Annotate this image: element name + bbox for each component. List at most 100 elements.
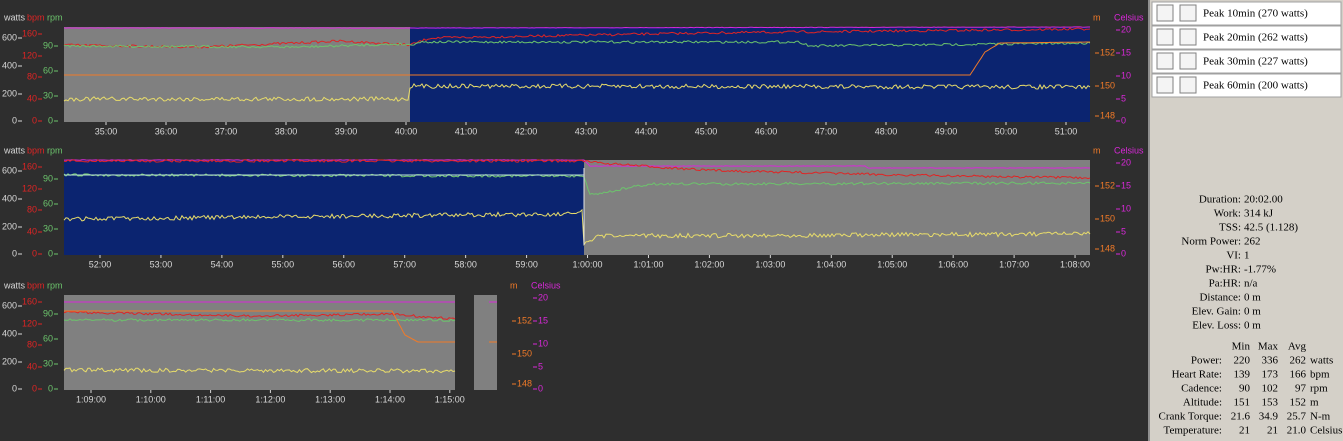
x-tick-label: 56:00: [332, 259, 355, 269]
x-tick-label: 1:14:00: [375, 394, 405, 404]
y-tick-label: 160: [22, 28, 37, 38]
x-tick-label: 1:07:00: [999, 259, 1029, 269]
x-tick-label: 50:00: [995, 126, 1018, 136]
table-header: Max: [1258, 341, 1279, 353]
x-tick-label: 40:00: [395, 126, 418, 136]
axis-title: m: [510, 280, 518, 290]
y-tick-label: 152: [517, 315, 532, 325]
cell: 90: [1239, 383, 1251, 395]
interval-row[interactable]: [1151, 49, 1342, 74]
row-label: Cadence:: [1181, 383, 1222, 395]
x-tick-label: 39:00: [335, 126, 358, 136]
trace: [63, 27, 1091, 49]
y-tick-label: 90: [43, 173, 53, 183]
checkbox[interactable]: [1179, 4, 1197, 22]
y-tick-label: 0: [12, 248, 17, 258]
summary-label: Duration:: [1199, 194, 1241, 206]
x-tick-label: 43:00: [575, 126, 598, 136]
y-tick-label: 30: [43, 90, 53, 100]
trace: [63, 367, 456, 374]
row-label: Crank Torque:: [1159, 411, 1223, 423]
y-tick-label: 150: [1100, 213, 1115, 223]
checkbox[interactable]: [1156, 76, 1174, 94]
x-tick-label: 42:00: [515, 126, 538, 136]
y-tick-label: 150: [517, 348, 532, 358]
x-tick-label: 1:04:00: [816, 259, 846, 269]
cell: m: [1310, 397, 1319, 409]
checkbox[interactable]: [1156, 4, 1174, 22]
checkbox[interactable]: [1179, 52, 1197, 70]
checkbox[interactable]: [1179, 28, 1197, 46]
y-tick-label: 0: [12, 383, 17, 393]
summary-label: Elev. Gain:: [1192, 306, 1241, 318]
y-tick-label: 400: [2, 328, 17, 338]
row-label: Heart Rate:: [1172, 369, 1222, 381]
axis-title: Celsius: [1114, 12, 1144, 22]
interval-name: Peak 60min (200 watts): [1203, 80, 1308, 92]
cell: N-m: [1310, 411, 1331, 423]
interval-row[interactable]: [1151, 25, 1342, 50]
cell: Celsius: [1310, 425, 1342, 437]
axis-title: watts: [3, 12, 26, 22]
y-tick-label: 0: [32, 115, 37, 125]
x-tick-label: 49:00: [935, 126, 958, 136]
checkbox[interactable]: [1156, 52, 1174, 70]
interval-name: Peak 30min (227 watts): [1203, 56, 1308, 68]
checkbox[interactable]: [1156, 28, 1174, 46]
y-tick-label: 200: [2, 356, 17, 366]
axis-title: rpm: [47, 12, 63, 22]
y-tick-label: 90: [43, 308, 53, 318]
y-tick-label: 10: [1121, 203, 1131, 213]
axis-title: watts: [3, 280, 26, 290]
summary-value: 0 m: [1244, 292, 1261, 304]
y-tick-label: 0: [48, 248, 53, 258]
y-tick-label: 0: [32, 383, 37, 393]
cell: 152: [1290, 397, 1307, 409]
summary-label: Distance:: [1199, 292, 1241, 304]
y-tick-label: 120: [22, 318, 37, 328]
axis-title: rpm: [47, 280, 63, 290]
x-tick-label: 1:10:00: [136, 394, 166, 404]
cell: 102: [1262, 383, 1279, 395]
y-tick-label: 10: [538, 338, 548, 348]
checkbox[interactable]: [1179, 76, 1197, 94]
y-tick-label: 152: [1100, 47, 1115, 57]
y-tick-label: 5: [538, 361, 543, 371]
trace: [63, 40, 1091, 49]
summary-label: Elev. Loss:: [1192, 320, 1241, 332]
y-tick-label: 120: [22, 50, 37, 60]
x-tick-label: 1:03:00: [755, 259, 785, 269]
x-tick-label: 45:00: [695, 126, 718, 136]
y-tick-label: 600: [2, 32, 17, 42]
summary-label: Work:: [1214, 208, 1241, 220]
summary-value: 20:02.00: [1244, 194, 1283, 206]
interval-name: Peak 10min (270 watts): [1203, 8, 1308, 20]
interval-row[interactable]: [1151, 73, 1342, 98]
y-tick-label: 0: [1121, 248, 1126, 258]
y-tick-label: 400: [2, 193, 17, 203]
row-label: Temperature:: [1164, 425, 1222, 437]
x-tick-label: 59:00: [515, 259, 538, 269]
y-tick-label: 60: [43, 333, 53, 343]
y-tick-label: 148: [1100, 110, 1115, 120]
y-tick-label: 0: [1121, 115, 1126, 125]
x-tick-label: 54:00: [211, 259, 234, 269]
x-tick-label: 1:11:00: [196, 394, 225, 404]
y-tick-label: 400: [2, 60, 17, 70]
y-tick-label: 90: [43, 40, 53, 50]
interval-row[interactable]: [1151, 1, 1342, 26]
x-tick-label: 48:00: [875, 126, 898, 136]
y-tick-label: 15: [1121, 180, 1131, 190]
trace: [63, 82, 1091, 102]
y-tick-label: 20: [1121, 24, 1131, 34]
summary-value: -1.77%: [1244, 264, 1276, 276]
trace: [63, 310, 456, 321]
trace: [63, 26, 1090, 29]
y-tick-label: 0: [48, 383, 53, 393]
trace: [63, 173, 1091, 195]
cell: 97: [1295, 383, 1307, 395]
axis-title: rpm: [47, 145, 63, 155]
axis-title: watts: [3, 145, 26, 155]
x-tick-label: 46:00: [755, 126, 778, 136]
